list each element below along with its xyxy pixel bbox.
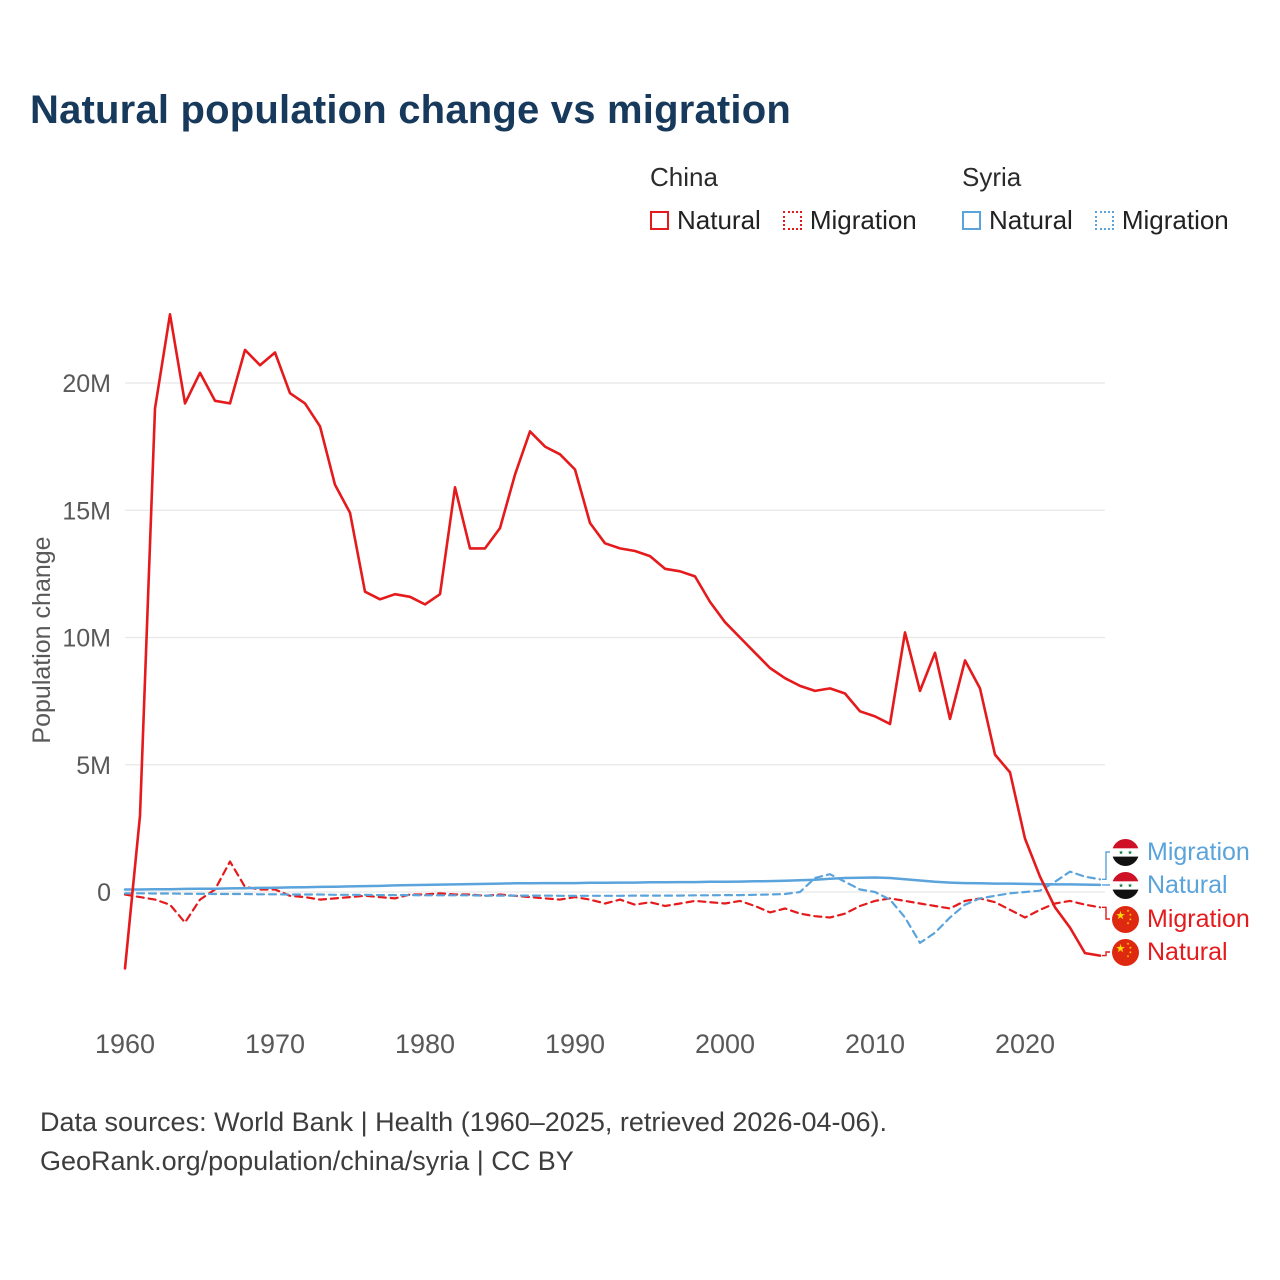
series-line-syria-natural bbox=[123, 876, 1102, 891]
legend-group-china: China Natural Migration bbox=[650, 162, 917, 236]
legend-item-label: Natural bbox=[989, 205, 1073, 235]
legend-item-syria-migration: Migration bbox=[1094, 205, 1229, 236]
syria-flag-icon bbox=[1112, 838, 1139, 866]
y-axis-title: Population change bbox=[28, 536, 56, 743]
series-line-china-natural bbox=[123, 313, 1102, 970]
end-label-text: Migration bbox=[1147, 904, 1250, 933]
y-tick-label: 15M bbox=[62, 497, 111, 525]
legend-item-label: Natural bbox=[677, 205, 761, 235]
legend-item-china-migration: Migration bbox=[782, 205, 917, 236]
china-flag-icon bbox=[1112, 938, 1139, 966]
page-title: Natural population change vs migration bbox=[30, 88, 792, 132]
leader-line bbox=[1102, 851, 1110, 880]
x-tick-label: 2010 bbox=[845, 1029, 905, 1059]
dotted-line-swatch-icon bbox=[1094, 211, 1114, 230]
legend-country-label: Syria bbox=[962, 162, 1022, 192]
x-tick-label: 2000 bbox=[695, 1029, 755, 1059]
footer: Data sources: World Bank | Health (1960–… bbox=[40, 1103, 887, 1181]
x-tick-label: 1960 bbox=[95, 1029, 155, 1059]
y-tick-label: 0 bbox=[97, 879, 111, 907]
dotted-line-swatch-icon bbox=[782, 211, 802, 230]
legend-group-syria: Syria Natural Migration bbox=[962, 162, 1229, 236]
end-label-text: Natural bbox=[1147, 870, 1228, 899]
solid-line-swatch-icon bbox=[650, 211, 669, 230]
x-tick-label: 1990 bbox=[545, 1029, 605, 1059]
leader-line bbox=[1102, 951, 1110, 957]
china-flag-icon bbox=[1112, 905, 1139, 933]
end-label-syria-migration: Migration bbox=[1112, 837, 1250, 867]
x-tick-label: 1970 bbox=[245, 1029, 305, 1059]
legend-item-label: Migration bbox=[1121, 205, 1229, 235]
end-label-china-natural: Natural bbox=[1112, 937, 1228, 967]
legend-item-syria-natural: Natural bbox=[962, 205, 1073, 236]
syria-flag-icon bbox=[1112, 871, 1139, 899]
series-lines bbox=[123, 313, 1102, 970]
footer-source-line: Data sources: World Bank | Health (1960–… bbox=[40, 1107, 887, 1137]
x-tick-label: 1980 bbox=[395, 1029, 455, 1059]
gridlines bbox=[125, 382, 1105, 893]
y-tick-label: 20M bbox=[62, 370, 111, 398]
leader-line bbox=[1102, 906, 1110, 920]
end-label-syria-natural: Natural bbox=[1112, 870, 1228, 900]
footer-attribution-line: GeoRank.org/population/china/syria | CC … bbox=[40, 1146, 574, 1176]
y-tick-label: 5M bbox=[76, 752, 111, 780]
legend-country-label: China bbox=[650, 162, 718, 192]
solid-line-swatch-icon bbox=[962, 211, 981, 230]
end-label-text: Migration bbox=[1147, 837, 1250, 866]
x-tick-label: 2020 bbox=[995, 1029, 1055, 1059]
y-tick-label: 10M bbox=[62, 625, 111, 653]
series-line-syria-migration bbox=[123, 870, 1102, 944]
legend-item-label: Migration bbox=[809, 205, 917, 235]
end-label-china-migration: Migration bbox=[1112, 904, 1250, 934]
end-label-leader-lines bbox=[1102, 851, 1110, 957]
end-label-text: Natural bbox=[1147, 937, 1228, 966]
legend-item-china-natural: Natural bbox=[650, 205, 761, 236]
axis-tick-labels: 0 5M 10M 15M 20M 1960 1970 1980 1990 2000 2010 2020 bbox=[62, 370, 1055, 1059]
